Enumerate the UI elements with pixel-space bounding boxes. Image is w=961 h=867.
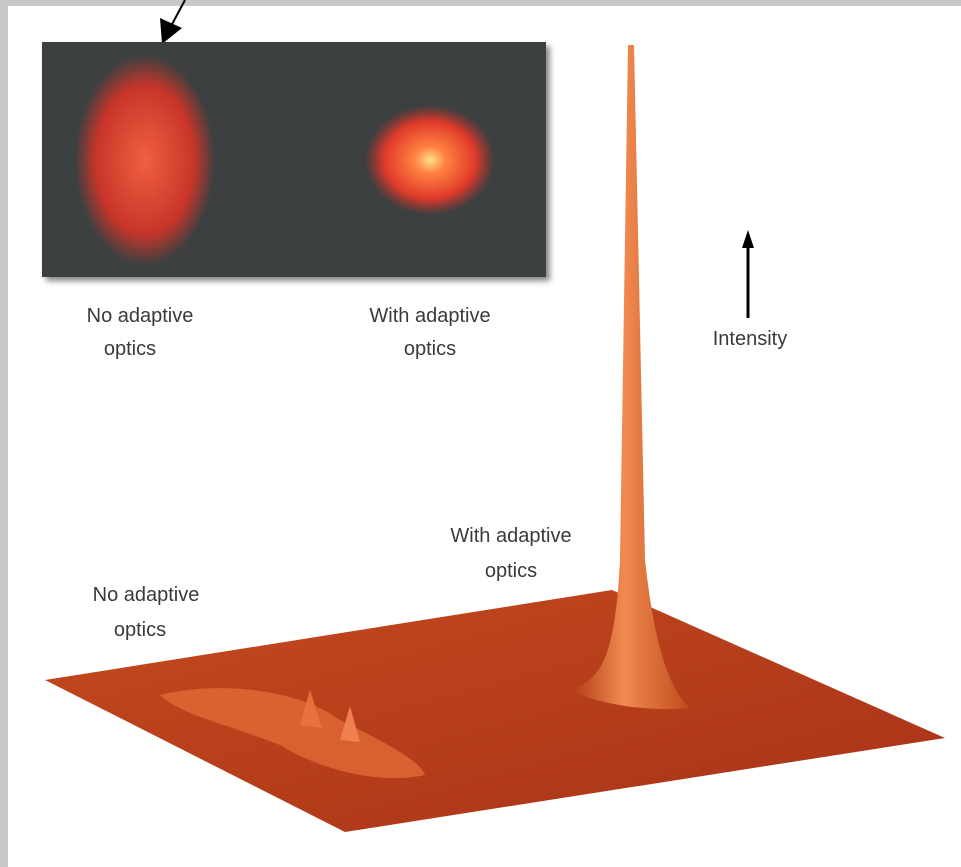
blob-with-ao bbox=[365, 105, 495, 215]
pointer-head bbox=[160, 18, 182, 44]
blob-no-ao bbox=[75, 55, 215, 265]
surface-label: optics bbox=[485, 560, 537, 582]
inset-label: With adaptive bbox=[369, 305, 490, 327]
surface-plane bbox=[45, 590, 945, 832]
axis-label: Intensity bbox=[713, 328, 787, 350]
frame-left bbox=[0, 0, 8, 867]
figure: No adaptive optics With adaptive optics … bbox=[0, 0, 961, 867]
intensity-arrow-head bbox=[742, 230, 754, 248]
frame-top bbox=[0, 0, 961, 6]
inset-label: No adaptive bbox=[87, 305, 194, 327]
surface-label: No adaptive bbox=[93, 584, 200, 606]
inset-label: optics bbox=[404, 338, 456, 360]
inset-label: optics bbox=[104, 338, 156, 360]
surface-label: With adaptive bbox=[450, 525, 571, 547]
surface-label: optics bbox=[114, 619, 166, 641]
page: No adaptive optics With adaptive optics … bbox=[0, 0, 961, 867]
